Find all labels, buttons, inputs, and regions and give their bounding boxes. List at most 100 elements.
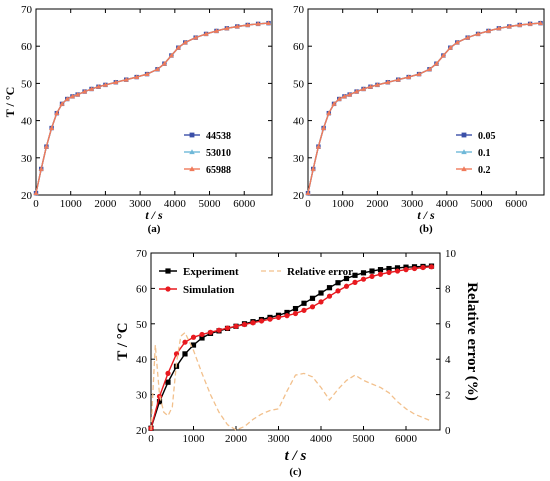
y-tick-label: 50 [136,319,148,331]
data-point [301,300,307,306]
x-tick-label: 0 [148,433,154,445]
data-point [154,66,161,72]
legend-marker [189,149,195,155]
x-tick-label: 4000 [310,433,333,445]
legend-marker [189,166,195,172]
data-point [367,84,374,89]
data-point [318,290,324,296]
y-tick-label: 20 [21,190,33,202]
y-tick-label: 20 [293,190,305,202]
data-point [69,93,75,99]
data-point [75,92,81,97]
data-point [360,270,367,276]
x-tick-label: 1000 [183,433,206,445]
data-point [411,265,418,272]
x-tick-label: 4000 [436,198,459,210]
x-tick-label: 2000 [94,198,117,210]
data-point [245,22,251,27]
data-point [173,351,180,357]
legend-marker [461,149,467,155]
legend-marker [165,268,171,274]
legend-marker [461,132,467,138]
data-point [369,273,375,279]
data-point [250,320,256,326]
x-tick-label: 5000 [353,433,376,445]
legend-entry: 44538 [206,131,231,142]
x-axis-label: t / s [145,208,163,222]
plot-frame-2 [150,252,441,431]
data-point [420,264,426,271]
y-tick-label: 40 [21,116,33,128]
data-point [49,125,55,130]
y-tick-label: 30 [136,390,148,402]
data-point [284,313,290,319]
legend-marker [165,286,171,292]
data-point [241,321,248,328]
x-tick-label: 4000 [164,198,187,210]
data-point [360,276,367,282]
x-tick-label: 5000 [199,198,222,210]
data-point [475,31,481,36]
data-point [506,23,512,29]
data-point [386,265,392,272]
data-point [326,285,333,291]
series-line-2 [150,331,432,431]
data-point [385,79,391,85]
data-point [347,92,353,97]
y-right-tick-label: 2 [445,390,451,402]
data-point [309,304,316,310]
data-point [416,71,422,76]
legend-entry: 0.1 [478,148,491,159]
y-tick-label: 40 [136,354,148,366]
x-axis-label: t / s [285,448,307,464]
data-point [305,190,311,196]
data-point [301,307,307,313]
data-point [447,45,453,50]
data-point [255,21,261,26]
data-point [123,77,129,82]
data-point [360,86,367,91]
series-line-1 [150,266,432,429]
y-tick-label: 40 [293,116,305,128]
data-point [182,39,188,45]
data-point [82,89,88,94]
data-point [203,31,209,36]
data-point [275,314,282,321]
data-point [440,52,446,58]
data-point [326,110,332,116]
data-point [182,339,188,345]
x-tick-label: 0 [305,198,311,210]
data-point [207,329,214,335]
data-point [43,144,49,149]
data-point [374,82,380,87]
x-tick-label: 3000 [401,198,424,210]
y-tick-label: 20 [136,425,148,437]
data-point [335,280,341,286]
y-tick-label: 70 [21,4,33,16]
x-tick-label: 1000 [60,198,83,210]
data-point [343,275,350,282]
data-point [175,45,181,50]
data-point [234,23,240,29]
data-point [352,272,358,278]
legend-marker [461,166,467,172]
y-axis-label: T / °C [3,87,17,118]
data-point [454,39,460,45]
y-tick-label: 50 [293,78,305,90]
legend-entry: Simulation [183,284,234,296]
legend-entry: Relative error [287,266,353,278]
data-point [403,267,409,273]
data-point [165,379,171,385]
data-point [165,370,171,376]
y-tick-label: 70 [293,4,305,16]
data-point [64,96,70,101]
data-point [336,96,342,101]
series-line-2 [307,22,541,194]
data-point [213,28,220,33]
data-point [386,269,392,276]
data-point [216,327,222,333]
y-right-axis-label: Relative error (%) [464,282,480,401]
data-point [354,89,360,94]
y-axis-label: T / °C [115,322,131,360]
